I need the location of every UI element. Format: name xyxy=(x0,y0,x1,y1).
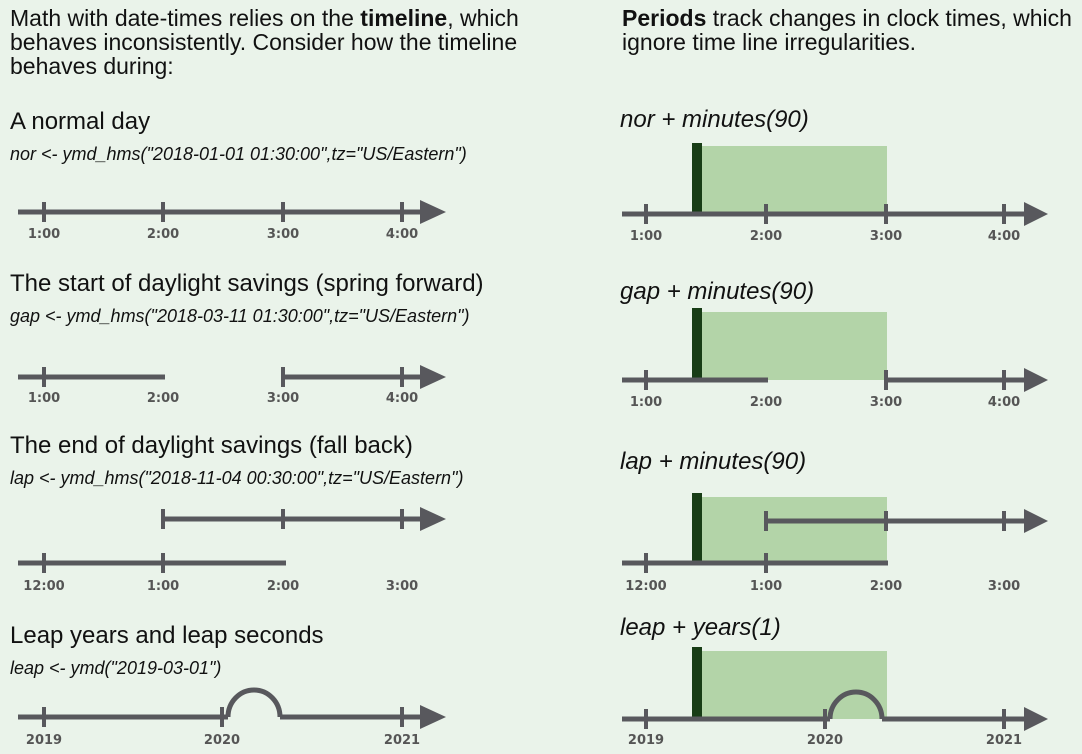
tick-label: 3:00 xyxy=(267,227,299,242)
tick-label: 4:00 xyxy=(386,391,418,406)
fall-back-code: lap <- ymd_hms("2018-11-04 00:30:00",tz=… xyxy=(10,468,464,488)
right-intro: Periods track changes in clock times, wh… xyxy=(622,6,1072,54)
tick-label: 4:00 xyxy=(386,227,418,242)
period-span xyxy=(697,651,887,719)
spring-forward-code: gap <- ymd_hms("2018-03-11 01:30:00",tz=… xyxy=(10,306,470,326)
tick-label: 2021 xyxy=(384,733,420,748)
arrow-head xyxy=(1024,509,1048,533)
start-marker xyxy=(692,647,702,721)
tick-label: 1:00 xyxy=(630,229,662,244)
period-span xyxy=(697,312,887,380)
normal-day-heading: A normal day xyxy=(10,108,151,135)
tick-label: 12:00 xyxy=(23,579,64,594)
tick-label: 3:00 xyxy=(870,229,902,244)
gap-period-timeline: 1:00 2:00 3:00 4:00 xyxy=(622,308,1048,410)
tick-label: 2020 xyxy=(807,733,843,748)
normal-day-code: nor <- ymd_hms("2018-01-01 01:30:00",tz=… xyxy=(10,144,467,164)
timeline-keyword: timeline xyxy=(360,5,448,31)
fall-back-timeline: 12:00 1:00 2:00 3:00 xyxy=(18,507,446,594)
leap-code: leap <- ymd("2019-03-01") xyxy=(10,658,222,678)
tick-label: 4:00 xyxy=(988,395,1020,410)
tick-label: 2:00 xyxy=(147,227,179,242)
start-marker xyxy=(692,493,702,565)
start-marker xyxy=(692,143,702,214)
fall-back-heading: The end of daylight savings (fall back) xyxy=(10,432,413,459)
arrow-head xyxy=(1024,202,1048,226)
normal-day-timeline: 1:00 2:00 3:00 4:00 xyxy=(18,200,446,242)
tick-label: 2:00 xyxy=(750,229,782,244)
tick-label: 12:00 xyxy=(625,579,666,594)
tick-label: 2019 xyxy=(628,733,664,748)
arrow-head xyxy=(420,200,446,224)
tick-label: 1:00 xyxy=(28,227,60,242)
leap-arc xyxy=(225,687,283,718)
left-intro: Math with date-times relies on the timel… xyxy=(10,6,570,78)
arrow-head xyxy=(420,365,446,389)
lap-period-heading: lap + minutes(90) xyxy=(620,448,807,475)
leap-heading: Leap years and leap seconds xyxy=(10,622,324,649)
tick-label: 1:00 xyxy=(630,395,662,410)
tick-label: 3:00 xyxy=(870,395,902,410)
period-span xyxy=(697,497,887,563)
lap-period-timeline: 12:00 1:00 2:00 3:00 xyxy=(622,493,1048,594)
leap-timeline: 2019 2020 2021 xyxy=(18,687,446,748)
tick-label: 2020 xyxy=(204,733,240,748)
tick-label: 2019 xyxy=(26,733,62,748)
tick-label: 2021 xyxy=(986,733,1022,748)
tick-label: 1:00 xyxy=(750,579,782,594)
tick-label: 2:00 xyxy=(147,391,179,406)
tick-label: 3:00 xyxy=(267,391,299,406)
nor-period-timeline: 1:00 2:00 3:00 4:00 xyxy=(622,143,1048,244)
periods-keyword: Periods xyxy=(622,5,707,31)
arrow-head xyxy=(1024,707,1048,731)
left-intro-pre: Math with date-times relies on the xyxy=(10,5,361,31)
left-intro-post: , which behaves inconsistently. Consider… xyxy=(10,5,519,79)
period-span xyxy=(697,146,887,212)
nor-period-heading: nor + minutes(90) xyxy=(620,106,809,133)
tick-label: 3:00 xyxy=(386,579,418,594)
spring-forward-timeline: 1:00 2:00 3:00 4:00 xyxy=(18,365,446,406)
tick-label: 1:00 xyxy=(28,391,60,406)
tick-label: 2:00 xyxy=(870,579,902,594)
right-intro-post: track changes in clock times, which igno… xyxy=(622,5,1072,55)
tick-label: 3:00 xyxy=(988,579,1020,594)
tick-label: 4:00 xyxy=(988,229,1020,244)
tick-label: 2:00 xyxy=(267,579,299,594)
start-marker xyxy=(692,308,702,382)
gap-period-heading: gap + minutes(90) xyxy=(620,278,815,305)
leap-arc xyxy=(827,689,885,720)
arrow-head xyxy=(420,705,446,729)
leap-period-heading: leap + years(1) xyxy=(620,614,781,641)
arrow-head xyxy=(420,507,446,531)
tick-label: 1:00 xyxy=(147,579,179,594)
leap-period-timeline: 2019 2020 2021 xyxy=(622,647,1048,748)
arrow-head xyxy=(1024,368,1048,392)
tick-label: 2:00 xyxy=(750,395,782,410)
spring-forward-heading: The start of daylight savings (spring fo… xyxy=(10,270,484,297)
